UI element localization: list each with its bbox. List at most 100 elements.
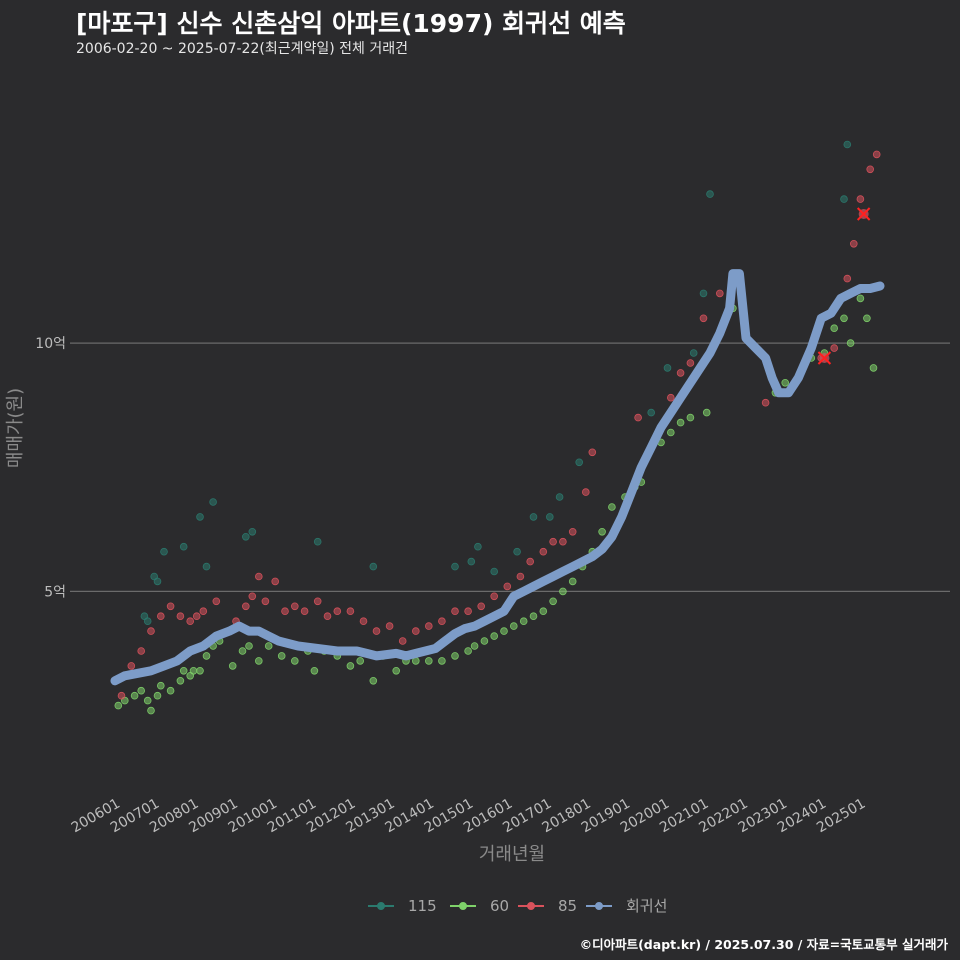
legend-marker — [459, 902, 467, 910]
point-85 — [199, 607, 208, 615]
point-60 — [549, 597, 557, 606]
point-85 — [242, 602, 250, 611]
point-85 — [281, 607, 289, 615]
point-60 — [114, 701, 123, 710]
source-credit: ©디아파트(dapt.kr) / 2025.07.30 / 자료=국토교통부 실… — [579, 937, 948, 952]
point-85 — [856, 195, 865, 203]
point-85 — [549, 537, 557, 546]
point-115 — [143, 617, 152, 625]
point-60 — [529, 612, 538, 620]
chart-legend: 115 60 85 회귀선 — [368, 897, 667, 915]
point-60 — [254, 657, 263, 665]
point-85 — [300, 607, 309, 615]
point-115 — [689, 349, 698, 357]
point-60 — [676, 418, 685, 427]
point-85 — [372, 627, 381, 635]
outlier-markers — [817, 207, 871, 365]
legend-label: 115 — [408, 897, 437, 915]
point-115 — [490, 567, 499, 576]
outlier-x-icon — [817, 351, 832, 365]
point-85 — [539, 547, 548, 556]
point-60 — [130, 691, 139, 700]
point-85 — [127, 662, 136, 670]
point-60 — [846, 339, 855, 347]
point-85 — [676, 369, 685, 377]
point-60 — [143, 696, 152, 705]
point-60 — [856, 294, 865, 303]
point-85 — [477, 602, 486, 611]
y-tick-label: 10억 — [35, 336, 66, 352]
point-85 — [254, 572, 263, 581]
point-85 — [830, 344, 838, 352]
point-60 — [157, 681, 165, 690]
point-60 — [176, 676, 185, 685]
point-60 — [196, 666, 204, 675]
point-60 — [264, 642, 273, 650]
point-60 — [202, 652, 211, 660]
point-60 — [228, 662, 237, 670]
point-115 — [196, 513, 204, 521]
point-60 — [830, 324, 838, 333]
point-115 — [209, 498, 217, 506]
point-60 — [840, 314, 848, 323]
point-85 — [849, 240, 858, 248]
point-60 — [509, 622, 518, 630]
point-60 — [869, 364, 878, 372]
point-85 — [176, 612, 185, 620]
grid-lines — [70, 342, 950, 592]
point-60 — [568, 577, 577, 586]
point-60 — [598, 527, 606, 536]
point-60 — [346, 662, 355, 670]
point-60 — [147, 706, 155, 715]
point-115 — [843, 140, 852, 149]
point-85 — [686, 359, 695, 367]
point-85 — [490, 592, 499, 601]
legend-marker — [377, 902, 385, 910]
chart-subtitle: 2006-02-20 ~ 2025-07-22(최근계약일) 전체 거래건 — [76, 41, 408, 57]
x-axis-ticks: 2006012007012008012009012010012011012012… — [69, 796, 869, 837]
point-85 — [866, 165, 874, 174]
legend-marker — [595, 902, 603, 910]
point-85 — [323, 612, 332, 620]
point-115 — [202, 562, 211, 571]
y-axis-ticks: 5억 10억 — [35, 336, 66, 600]
legend-item: 60 — [450, 897, 509, 915]
point-60 — [559, 587, 567, 596]
point-60 — [702, 408, 711, 417]
legend-item: 115 — [368, 897, 437, 915]
legend-label: 85 — [558, 897, 577, 915]
point-60 — [863, 314, 871, 323]
point-85 — [117, 691, 126, 700]
point-85 — [451, 607, 459, 615]
point-60 — [392, 666, 401, 675]
point-85 — [526, 557, 534, 566]
point-60 — [500, 627, 508, 635]
point-85 — [588, 448, 597, 457]
point-85 — [503, 582, 512, 591]
point-85 — [166, 602, 175, 611]
point-85 — [411, 627, 420, 635]
point-60 — [781, 378, 789, 387]
point-85 — [398, 637, 407, 645]
point-85 — [157, 612, 165, 620]
point-85 — [290, 602, 299, 611]
point-85 — [715, 289, 724, 298]
point-85 — [559, 537, 567, 546]
point-60 — [189, 666, 198, 675]
point-115 — [706, 190, 714, 198]
point-85 — [346, 607, 355, 615]
regression-line — [110, 269, 885, 686]
chart-title: [마포구] 신수 신촌삼익 아파트(1997) 회귀선 예측 — [76, 9, 626, 38]
point-60 — [438, 657, 446, 665]
point-115 — [555, 493, 564, 501]
point-115 — [647, 408, 655, 417]
legend-item: 85 — [518, 897, 577, 915]
point-60 — [277, 652, 286, 660]
point-115 — [474, 542, 482, 551]
point-115 — [467, 557, 476, 566]
point-85 — [666, 393, 675, 402]
point-115 — [248, 527, 257, 536]
point-85 — [581, 488, 590, 496]
point-85 — [464, 607, 472, 615]
